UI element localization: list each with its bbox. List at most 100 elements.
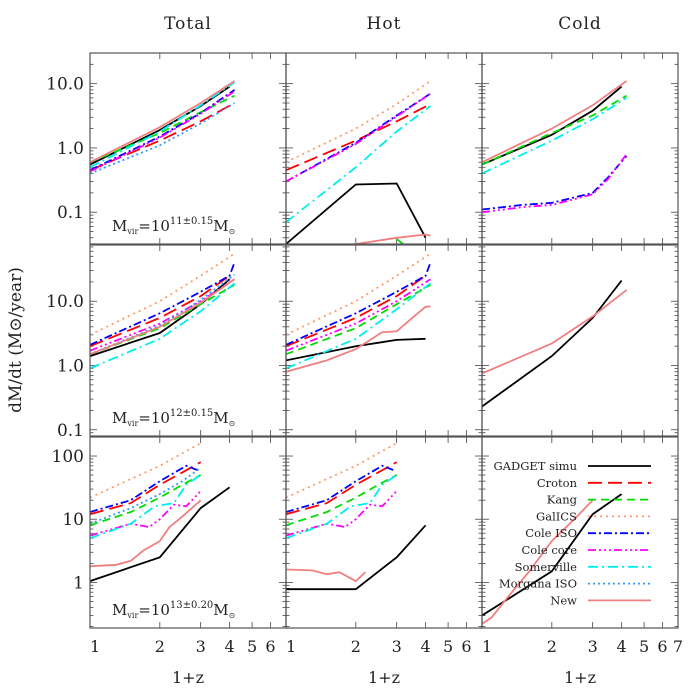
legend-label: Croton bbox=[537, 476, 578, 490]
panel-total-row0: 10.0 1.0 0.1 Mvir=1011±0.15M⊙ bbox=[46, 52, 287, 245]
series-cole-core bbox=[482, 153, 628, 214]
series-morgana-iso bbox=[90, 467, 202, 525]
series-cole-core bbox=[90, 278, 235, 352]
series-new bbox=[286, 305, 431, 373]
series-gadget-simu bbox=[286, 524, 427, 591]
panel-hot-row1 bbox=[285, 244, 483, 437]
x-tick-label: 1 bbox=[482, 637, 492, 656]
x-tick-label: 2 bbox=[547, 637, 557, 656]
x-tick-label: 1 bbox=[286, 637, 296, 656]
series-somerville bbox=[286, 105, 432, 223]
column-title-total: Total bbox=[164, 14, 212, 34]
x-tick-label: 6 bbox=[265, 637, 275, 656]
x-axis-label-cold: 1+z bbox=[563, 668, 596, 687]
panel-cold-row1 bbox=[481, 244, 679, 437]
legend-label: GADGET simu bbox=[493, 459, 577, 473]
series-cole-iso bbox=[90, 262, 236, 346]
series-new bbox=[90, 278, 236, 356]
x-tick-label: 4 bbox=[225, 637, 235, 656]
x-tick-label: 4 bbox=[617, 637, 627, 656]
series-gadget-simu bbox=[482, 279, 623, 408]
legend-label: Cole core bbox=[521, 543, 577, 557]
x-axis-label-hot: 1+z bbox=[367, 668, 400, 687]
legend-label: Morgana ISO bbox=[499, 577, 577, 591]
x-tick-label: 5 bbox=[639, 637, 649, 656]
series-gadget-simu bbox=[482, 493, 623, 617]
series-new bbox=[90, 499, 202, 568]
series-galics bbox=[286, 80, 432, 164]
legend: GADGET simu Croton Kang GalICS Cole ISO Cole … bbox=[493, 459, 651, 607]
series-gadget-simu bbox=[482, 85, 623, 166]
legend-label: Kang bbox=[547, 493, 578, 507]
column-title-cold: Cold bbox=[558, 14, 602, 34]
series-somerville bbox=[90, 282, 236, 370]
series-galics bbox=[286, 442, 398, 499]
panel-total-row1: 10.0 1.0 0.1 Mvir=1012±0.15M⊙ bbox=[46, 244, 287, 441]
series-kang bbox=[90, 94, 235, 164]
series-new bbox=[482, 499, 594, 625]
series-kang bbox=[396, 238, 404, 244]
series-new bbox=[90, 80, 235, 164]
y-tick-label: 10.0 bbox=[46, 75, 84, 95]
x-tick-label: 2 bbox=[155, 637, 165, 656]
legend-label: Cole ISO bbox=[525, 526, 577, 540]
series-somerville bbox=[90, 474, 202, 540]
series-cole-core bbox=[90, 90, 235, 173]
series-morgana-iso bbox=[90, 102, 235, 175]
series-croton bbox=[286, 103, 431, 172]
series-cole-core bbox=[286, 92, 432, 183]
series-morgana-iso bbox=[90, 273, 236, 356]
legend-label: New bbox=[550, 593, 577, 607]
series-galics bbox=[286, 252, 431, 336]
x-tick-label: 7 bbox=[673, 637, 683, 656]
series-cole-iso bbox=[286, 262, 432, 346]
series-kang bbox=[90, 284, 235, 356]
series-kang bbox=[286, 474, 398, 527]
series-croton bbox=[90, 461, 202, 516]
series-cole-iso bbox=[482, 155, 628, 211]
x-tick-label: 4 bbox=[421, 637, 431, 656]
panel-hot-row0 bbox=[285, 52, 483, 245]
series-croton bbox=[90, 102, 235, 172]
y-tick-label: 10 bbox=[62, 510, 84, 530]
x-tick-label: 6 bbox=[461, 637, 471, 656]
y-tick-label: 1 bbox=[73, 573, 84, 593]
y-tick-label: 1.0 bbox=[57, 357, 84, 377]
x-tick-label: 5 bbox=[443, 637, 453, 656]
series-gadget-simu bbox=[90, 486, 231, 582]
y-tick-label: 0.1 bbox=[57, 203, 84, 223]
series-kang bbox=[286, 284, 431, 356]
mass-bin-label: Mvir=1011±0.15M⊙ bbox=[112, 216, 235, 236]
panel-cold-row0 bbox=[481, 52, 679, 245]
column-title-hot: Hot bbox=[366, 14, 402, 34]
x-tick-label: 2 bbox=[351, 637, 361, 656]
legend-label: Somerville bbox=[515, 560, 578, 574]
series-gadget-simu bbox=[286, 182, 427, 244]
series-cole-core bbox=[286, 278, 431, 352]
y-tick-label: 10.0 bbox=[46, 292, 84, 312]
series-somerville bbox=[286, 474, 398, 540]
series-cole-iso bbox=[90, 464, 198, 513]
mass-bin-label: Mvir=1013±0.20M⊙ bbox=[112, 600, 235, 620]
series-new bbox=[482, 80, 628, 164]
x-axis-label-total: 1+z bbox=[171, 668, 204, 687]
series-somerville bbox=[286, 282, 432, 370]
mass-bin-label: Mvir=1012±0.15M⊙ bbox=[112, 408, 235, 428]
series-new bbox=[482, 289, 628, 375]
y-tick-label: 0.1 bbox=[57, 421, 84, 441]
x-tick-label: 3 bbox=[588, 637, 598, 656]
series-croton bbox=[286, 461, 398, 516]
series-gadget-simu bbox=[286, 337, 426, 362]
series-kang bbox=[90, 474, 202, 527]
x-tick-label: 3 bbox=[196, 637, 206, 656]
series-new bbox=[286, 568, 367, 583]
series-kang bbox=[482, 94, 627, 166]
x-tick-label: 6 bbox=[657, 637, 667, 656]
y-tick-label: 100 bbox=[52, 447, 84, 467]
series-galics bbox=[90, 442, 202, 499]
series-cole-iso bbox=[90, 89, 236, 172]
